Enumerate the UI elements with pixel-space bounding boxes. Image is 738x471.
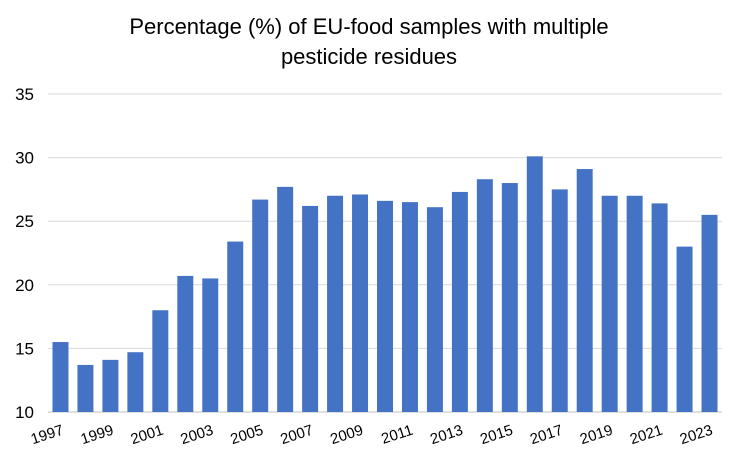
y-tick-label-35: 35 [15, 85, 34, 104]
x-tick-label-2005: 2005 [228, 422, 265, 448]
bar-2001 [152, 310, 169, 412]
bar-2015 [501, 183, 518, 412]
bar-2023 [701, 214, 718, 412]
x-tick-label-2003: 2003 [179, 422, 216, 448]
x-tick-label-1997: 1997 [29, 422, 66, 448]
bar-1997 [52, 342, 69, 412]
x-tick-label-2009: 2009 [328, 422, 365, 448]
bar-2018 [576, 169, 593, 412]
x-tick-label-2019: 2019 [578, 422, 615, 448]
bar-2022 [676, 246, 693, 412]
bar-2016 [526, 156, 543, 412]
x-tick-label-2013: 2013 [428, 422, 465, 448]
bar-1998 [77, 364, 94, 412]
x-tick-label-2011: 2011 [379, 422, 415, 448]
bar-2004 [227, 241, 244, 412]
y-tick-label-10: 10 [15, 403, 34, 422]
x-tick-label-2017: 2017 [528, 422, 565, 448]
bar-2019 [601, 195, 618, 412]
x-tick-label-2021: 2021 [628, 422, 665, 448]
bar-1999 [102, 359, 119, 412]
bar-2006 [277, 186, 294, 412]
chart-title-line-2: pesticide residues [280, 44, 458, 69]
chart-title-line-1: Percentage (%) of EU-food samples with m… [129, 14, 609, 39]
x-tick-label-2001: 2001 [129, 422, 166, 448]
bar-2010 [377, 200, 393, 412]
bar-2020 [626, 195, 643, 412]
bar-2003 [202, 278, 219, 412]
bar-2000 [127, 352, 144, 412]
bar-2011 [401, 202, 418, 412]
bar-2021 [651, 203, 668, 412]
y-tick-label-20: 20 [15, 276, 34, 295]
x-tick-label-2015: 2015 [478, 422, 515, 448]
x-tick-label-2007: 2007 [278, 422, 315, 448]
bar-2017 [551, 189, 568, 412]
x-tick-label-1999: 1999 [79, 422, 116, 448]
y-tick-label-30: 30 [15, 149, 34, 168]
bar-2013 [451, 191, 468, 412]
bar-2009 [352, 194, 369, 412]
y-tick-label-15: 15 [15, 339, 34, 358]
bar-2008 [327, 195, 344, 412]
bar-2014 [476, 179, 493, 412]
bar-2002 [177, 275, 194, 412]
chart-title: Percentage (%) of EU-food samples with m… [0, 12, 738, 72]
x-tick-label-2023: 2023 [678, 422, 715, 448]
y-tick-label-25: 25 [15, 212, 34, 231]
bar-2005 [252, 199, 269, 412]
bar-2012 [426, 207, 443, 412]
bar-2007 [302, 205, 319, 412]
